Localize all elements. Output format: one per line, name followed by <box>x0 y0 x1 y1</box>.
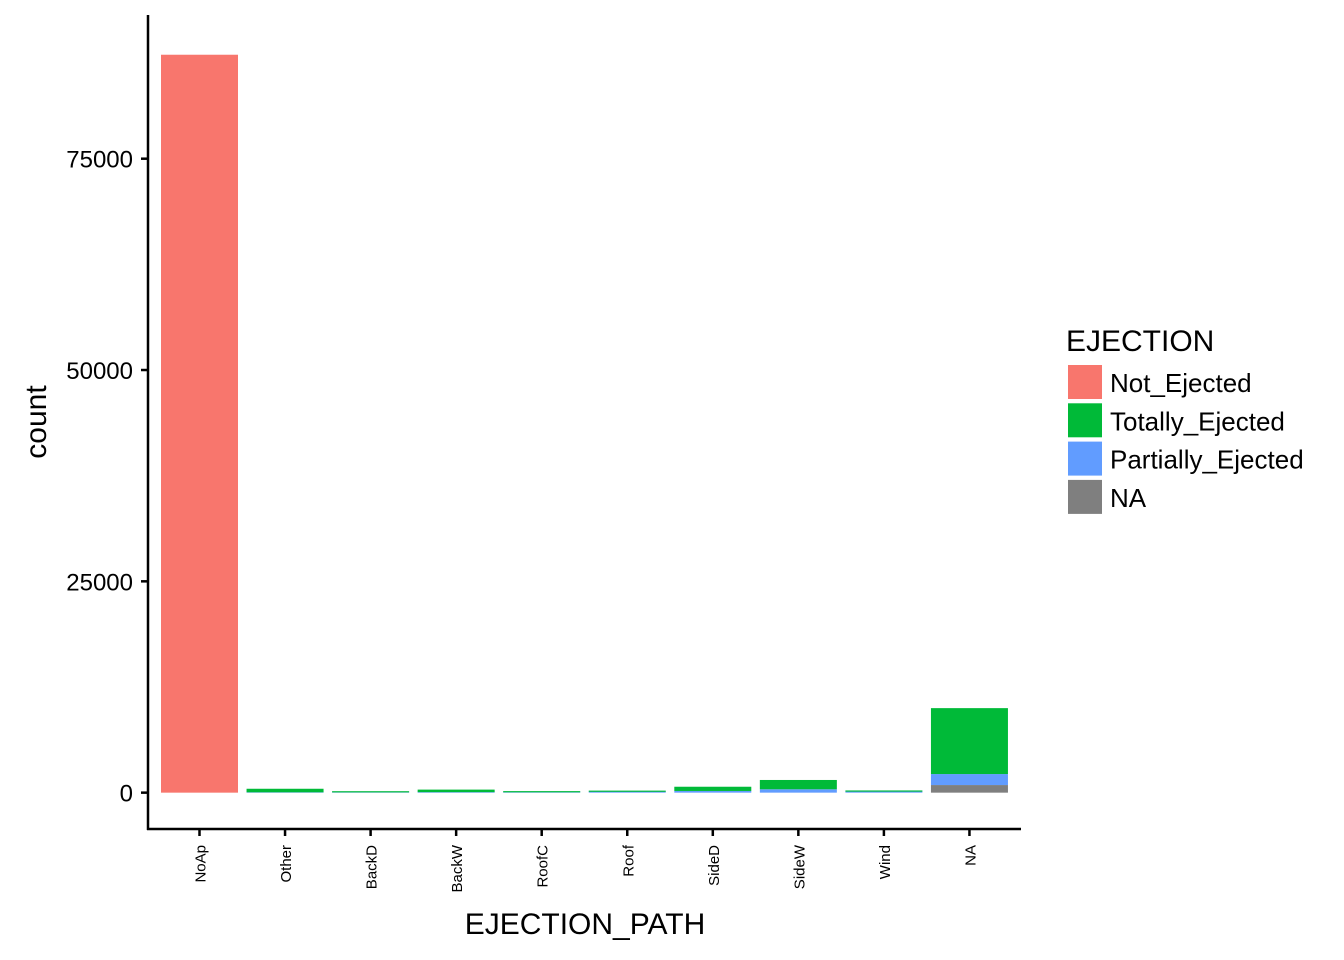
bar-sided-partially-ejected <box>674 790 752 793</box>
legend-label-na: NA <box>1110 483 1147 513</box>
y-axis-title: count <box>20 385 53 459</box>
bar-sided-totally-ejected <box>674 786 752 791</box>
x-tick-label-na: NA <box>962 845 979 866</box>
bar-roof-totally-ejected <box>588 790 666 792</box>
x-tick-label-roofc: RoofC <box>535 845 552 888</box>
legend-swatch-totally-ejected <box>1068 403 1102 438</box>
x-tick-label-other: Other <box>278 845 295 883</box>
x-tick-label-backw: BackW <box>449 844 466 892</box>
legend-swatch-not-ejected <box>1068 365 1102 399</box>
legend-swatch-na <box>1068 479 1102 514</box>
bar-na-totally-ejected <box>930 708 1008 775</box>
x-tick-label-noap: NoAp <box>193 845 210 883</box>
x-axis-title: EJECTION_PATH <box>465 908 706 941</box>
legend: EJECTION Not_Ejected Totally_Ejected Parti… <box>1066 325 1304 514</box>
y-tick-label: 25000 <box>66 569 133 596</box>
x-tick-label-roof: Roof <box>620 844 637 877</box>
bar-backw-totally-ejected <box>417 789 495 793</box>
x-tick-label-sided: SideD <box>706 845 723 886</box>
bar-backd-totally-ejected <box>332 791 410 793</box>
bar-sidew-partially-ejected <box>759 789 837 793</box>
y-ticks: 0 25000 50000 75000 <box>66 147 148 808</box>
legend-label-totally-ejected: Totally_Ejected <box>1110 406 1285 436</box>
bar-other-totally-ejected <box>246 788 324 793</box>
y-tick-label: 50000 <box>66 358 133 385</box>
bars-layer <box>161 54 1008 793</box>
bar-na-na <box>930 785 1008 793</box>
bar-roofc-totally-ejected <box>503 791 581 793</box>
legend-title: EJECTION <box>1066 325 1214 358</box>
x-ticks: NoAp Other BackD BackW RoofC Roof SideD SideW Wi… <box>193 829 979 893</box>
bar-sidew-totally-ejected <box>759 779 837 790</box>
legend-label-not-ejected: Not_Ejected <box>1110 368 1252 398</box>
y-tick-label: 75000 <box>66 147 133 174</box>
bar-noap-not-ejected <box>161 54 238 793</box>
bar-na-partially-ejected <box>930 774 1008 786</box>
bar-roof-partially-ejected <box>588 791 666 793</box>
x-tick-label-wind: Wind <box>877 845 894 879</box>
bar-wind-totally-ejected <box>845 790 923 792</box>
bar-wind-partially-ejected <box>845 791 923 793</box>
legend-label-partially-ejected: Partially_Ejected <box>1110 445 1304 475</box>
x-tick-label-backd: BackD <box>364 845 381 889</box>
y-tick-label: 0 <box>120 781 133 808</box>
legend-swatch-partially-ejected <box>1068 441 1102 476</box>
x-tick-label-sidew: SideW <box>791 844 808 889</box>
